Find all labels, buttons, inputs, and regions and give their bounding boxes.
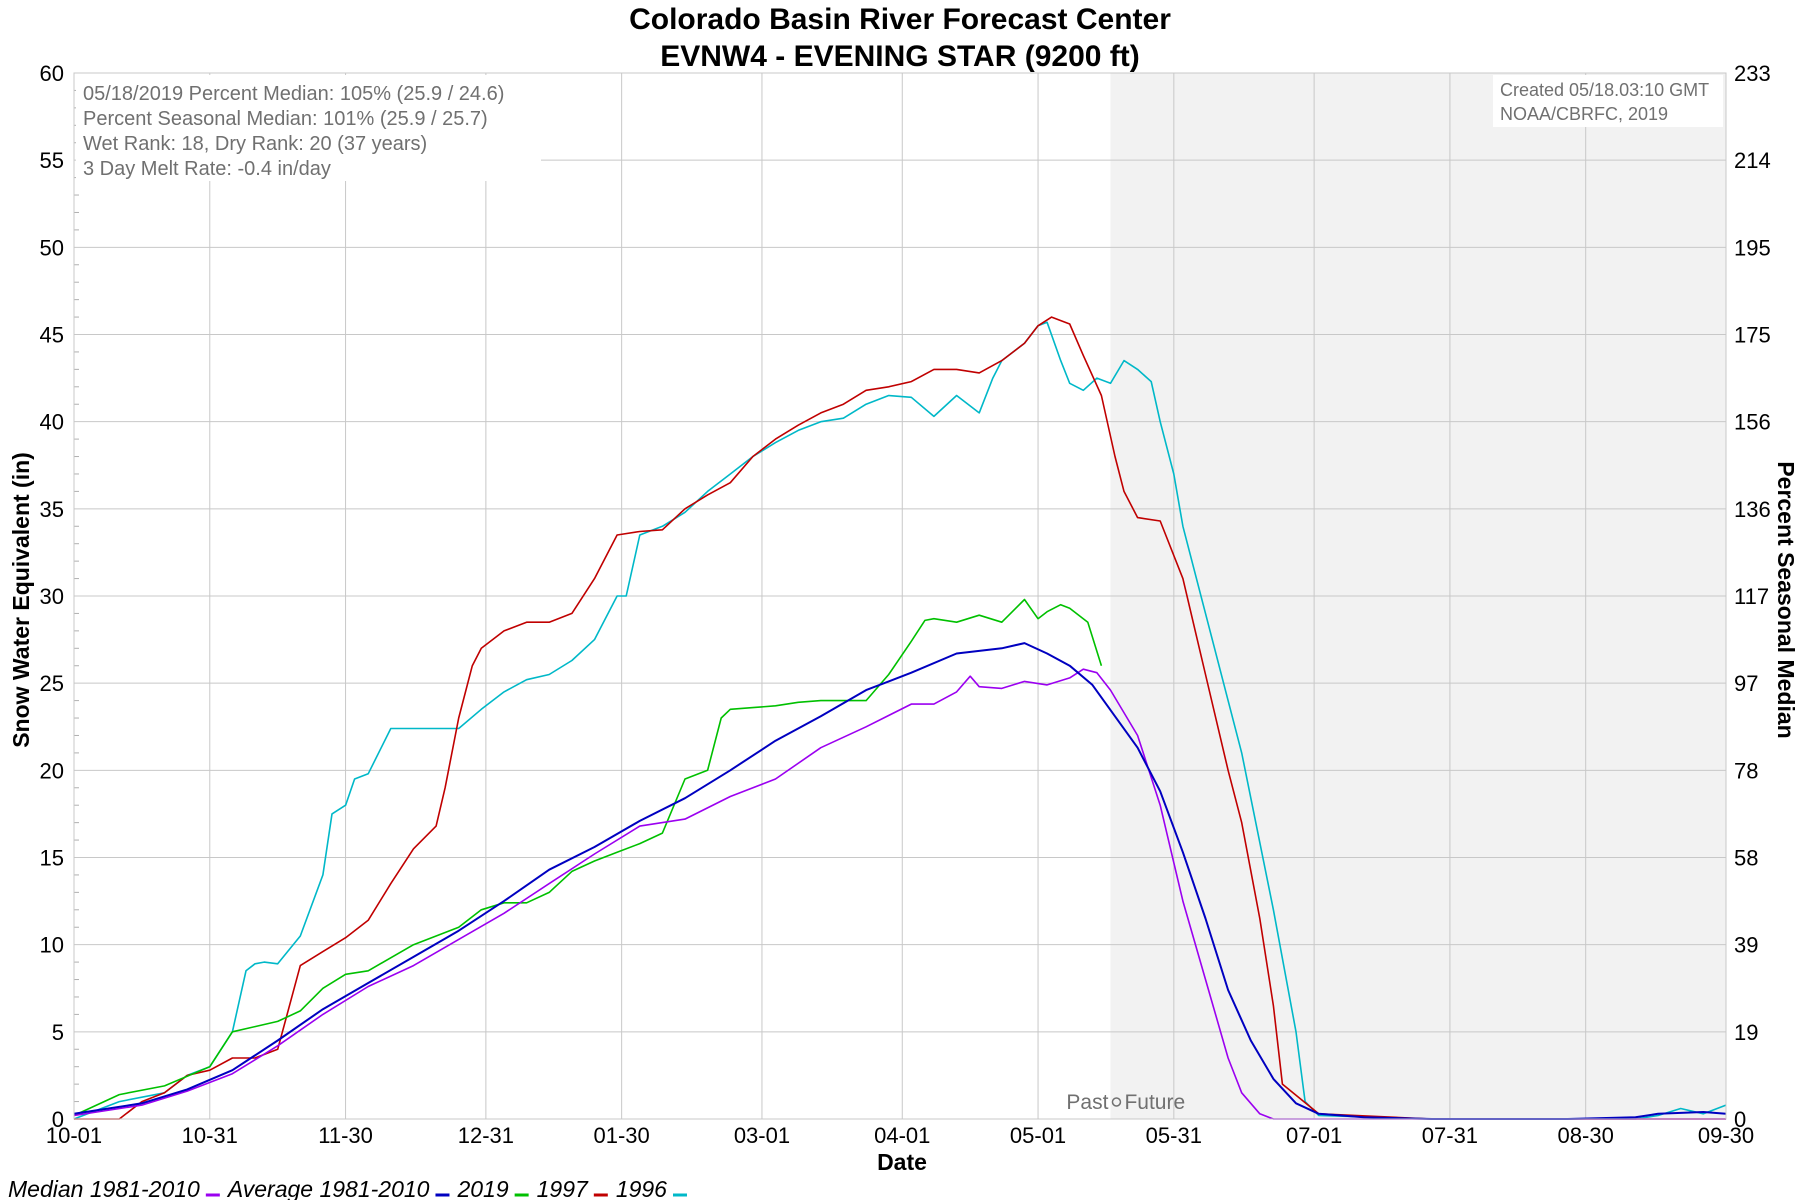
x-tick-label: 05-01 [1010, 1123, 1066, 1148]
legend-label-median-1981-2010: Median 1981-2010 [8, 1176, 200, 1200]
x-tick-label: 10-01 [46, 1123, 102, 1148]
created-box-background [1493, 75, 1723, 127]
x-tick-label: 04-01 [874, 1123, 930, 1148]
y-tick-label: 25 [40, 671, 64, 696]
y2-tick-label: 39 [1734, 933, 1758, 958]
y2-tick-label: 19 [1734, 1020, 1758, 1045]
y2-tick-label: 195 [1734, 235, 1771, 260]
y-tick-label: 5 [52, 1020, 64, 1045]
y-tick-label: 0 [52, 1107, 64, 1132]
series-line-average-1981-2010 [73, 642, 1727, 1120]
y2-tick-label: 136 [1734, 497, 1771, 522]
y-tick-label: 30 [40, 584, 64, 609]
y-tick-label: 60 [40, 61, 64, 86]
y2-tick-label: 78 [1734, 758, 1758, 783]
info-box: 05/18/2019 Percent Median: 105% (25.9 / … [76, 75, 541, 181]
legend-label-average-1981-2010: Average 1981-2010 [226, 1176, 430, 1200]
y2-tick-label: 97 [1734, 671, 1758, 696]
created-box: Created 05/18.03:10 GMT NOAA/CBRFC, 2019 [1493, 75, 1723, 127]
y-tick-label: 15 [40, 846, 64, 871]
info-line-percent-median: 05/18/2019 Percent Median: 105% (25.9 / … [83, 83, 504, 105]
y2-tick-label: 156 [1734, 410, 1771, 435]
series-line-median-1981-2010 [73, 668, 1726, 1120]
y2-tick-label: 175 [1734, 323, 1771, 348]
plot-border [73, 72, 1727, 1120]
x-tick-label: 05-31 [1146, 1123, 1202, 1148]
x-tick-label: 08-30 [1558, 1123, 1614, 1148]
chart-subtitle: EVNW4 - EVENING STAR (9200 ft) [660, 40, 1140, 73]
y2-tick-label: 117 [1734, 584, 1769, 609]
series-lines [73, 316, 1727, 1120]
info-line-seasonal-median: Percent Seasonal Median: 101% (25.9 / 25… [83, 108, 488, 130]
series-line-1996 [73, 321, 1727, 1120]
y2-axis-label: Percent Seasonal Median [1773, 461, 1799, 738]
past-label: Past [1066, 1091, 1108, 1114]
y-axis-label: Snow Water Equivalent (in) [8, 452, 34, 748]
series-line-1997 [74, 316, 1726, 1120]
y-tick-label: 10 [40, 933, 64, 958]
legend-label-1996: 1996 [616, 1176, 667, 1200]
x-tick-label: 07-31 [1422, 1123, 1478, 1148]
y2-tick-label: 0 [1734, 1107, 1746, 1132]
grid [73, 72, 1727, 1120]
plot-area [73, 72, 1727, 1120]
info-line-melt-rate: 3 Day Melt Rate: -0.4 in/day [83, 158, 331, 180]
created-line: Created 05/18.03:10 GMT [1500, 80, 1709, 100]
y-tick-label: 35 [40, 497, 64, 522]
y-tick-label: 20 [40, 758, 64, 783]
x-tick-label: 12-31 [458, 1123, 514, 1148]
x-tick-label: 01-30 [594, 1123, 650, 1148]
y-tick-label: 50 [40, 235, 64, 260]
series-line-2019 [73, 598, 1103, 1117]
x-tick-label: 07-01 [1286, 1123, 1342, 1148]
y-axis-ticks: 0 5 10 15 20 25 30 35 40 45 50 55 60 [40, 61, 64, 1132]
chart-title: Colorado Basin River Forecast Center [629, 3, 1171, 36]
info-box-background [76, 75, 541, 181]
x-tick-label: 09-30 [1698, 1123, 1754, 1148]
y-tick-label: 45 [40, 323, 64, 348]
x-tick-label: 11-30 [318, 1123, 373, 1148]
y-tick-label: 40 [40, 410, 64, 435]
x-tick-label: 03-01 [734, 1123, 790, 1148]
x-axis-label: Date [877, 1149, 927, 1175]
today-marker-icon [1111, 1097, 1122, 1107]
y2-tick-label: 214 [1734, 148, 1771, 173]
info-line-rank: Wet Rank: 18, Dry Rank: 20 (37 years) [83, 133, 427, 155]
future-label: Future [1124, 1091, 1185, 1114]
y2-tick-label: 233 [1734, 61, 1771, 86]
past-future-marker: Past Future [1066, 1091, 1185, 1114]
credit-line: NOAA/CBRFC, 2019 [1500, 104, 1668, 124]
y2-tick-label: 58 [1734, 846, 1758, 871]
legend-label-1997: 1997 [537, 1176, 589, 1200]
y2-axis-ticks: 0 19 39 58 78 97 117 136 156 175 195 214 233 [1734, 61, 1771, 1132]
legend: Median 1981-2010 Average 1981-2010 2019 199… [8, 1176, 687, 1200]
legend-label-2019: 2019 [456, 1176, 508, 1200]
x-axis-ticks: 10-01 10-31 11-30 12-31 01-30 03-01 04-01 05-01… [46, 1123, 1754, 1148]
y-tick-label: 55 [40, 148, 64, 173]
x-tick-label: 10-31 [182, 1123, 238, 1148]
